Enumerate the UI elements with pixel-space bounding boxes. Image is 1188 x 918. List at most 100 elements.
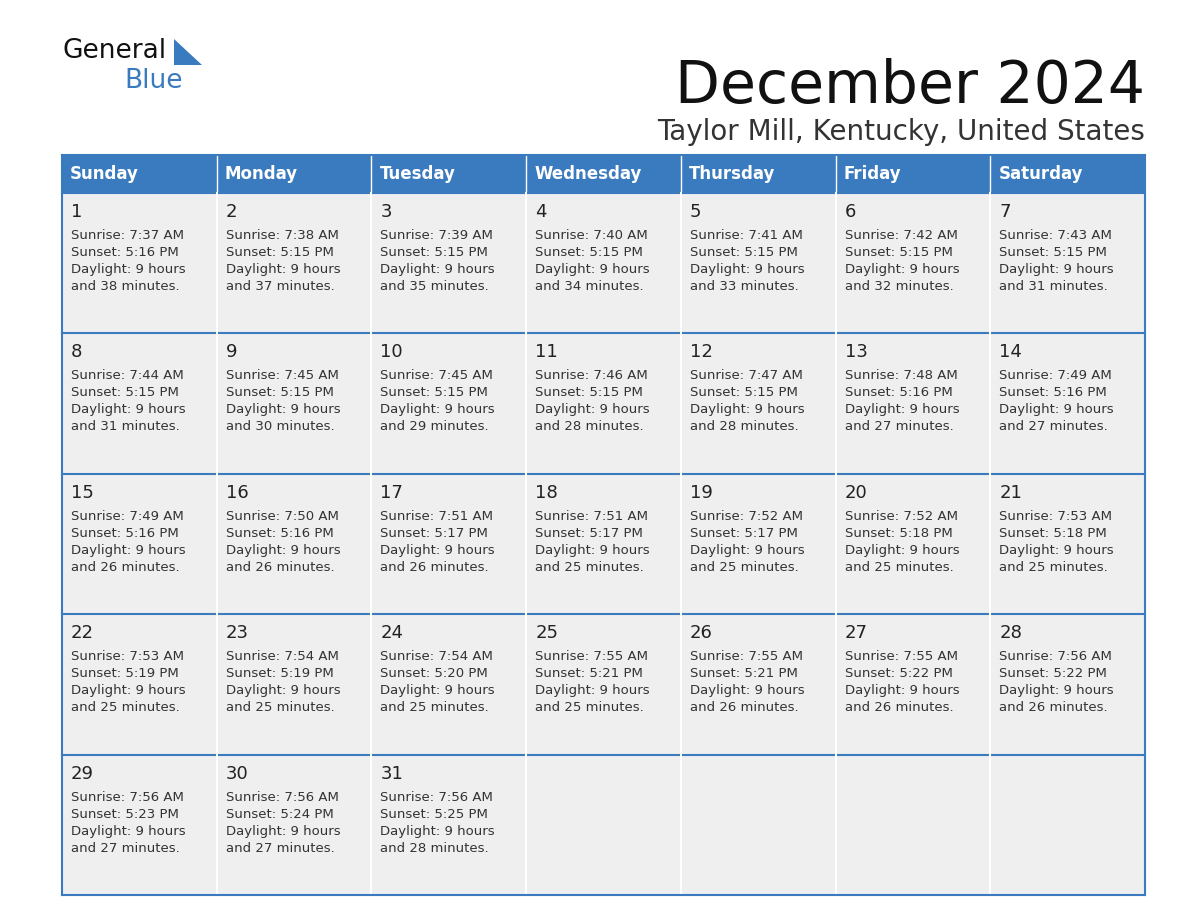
- Text: 22: 22: [71, 624, 94, 643]
- Text: 16: 16: [226, 484, 248, 502]
- Bar: [526, 155, 681, 193]
- Bar: [62, 193, 216, 333]
- Text: Sunset: 5:15 PM: Sunset: 5:15 PM: [380, 386, 488, 399]
- Bar: [372, 474, 526, 614]
- Text: Sunset: 5:24 PM: Sunset: 5:24 PM: [226, 808, 334, 821]
- Text: Sunrise: 7:52 AM: Sunrise: 7:52 AM: [690, 509, 803, 522]
- Text: Daylight: 9 hours: Daylight: 9 hours: [690, 684, 804, 697]
- Text: Blue: Blue: [124, 68, 183, 94]
- Text: and 26 minutes.: and 26 minutes.: [380, 561, 489, 574]
- Text: Daylight: 9 hours: Daylight: 9 hours: [845, 684, 959, 697]
- Text: Friday: Friday: [843, 165, 902, 183]
- Text: Daylight: 9 hours: Daylight: 9 hours: [226, 263, 340, 276]
- Bar: [62, 614, 216, 755]
- Text: 6: 6: [845, 203, 855, 221]
- Text: Sunset: 5:15 PM: Sunset: 5:15 PM: [226, 246, 334, 259]
- Bar: [835, 755, 991, 895]
- Text: Sunset: 5:16 PM: Sunset: 5:16 PM: [226, 527, 334, 540]
- Text: 21: 21: [999, 484, 1022, 502]
- Text: Daylight: 9 hours: Daylight: 9 hours: [690, 263, 804, 276]
- Bar: [372, 333, 526, 474]
- Bar: [681, 755, 835, 895]
- Bar: [62, 474, 216, 614]
- Text: Daylight: 9 hours: Daylight: 9 hours: [71, 543, 185, 557]
- Text: and 32 minutes.: and 32 minutes.: [845, 280, 953, 293]
- Text: 26: 26: [690, 624, 713, 643]
- Text: Sunset: 5:15 PM: Sunset: 5:15 PM: [690, 386, 797, 399]
- Bar: [216, 755, 372, 895]
- Bar: [216, 333, 372, 474]
- Text: Daylight: 9 hours: Daylight: 9 hours: [380, 684, 495, 697]
- Text: Sunset: 5:21 PM: Sunset: 5:21 PM: [690, 667, 797, 680]
- Bar: [526, 614, 681, 755]
- Text: Sunday: Sunday: [70, 165, 139, 183]
- Text: 31: 31: [380, 765, 403, 783]
- Text: 1: 1: [71, 203, 82, 221]
- Text: Sunset: 5:20 PM: Sunset: 5:20 PM: [380, 667, 488, 680]
- Bar: [372, 193, 526, 333]
- Bar: [681, 614, 835, 755]
- Text: Sunset: 5:15 PM: Sunset: 5:15 PM: [71, 386, 179, 399]
- Text: General: General: [62, 38, 166, 64]
- Text: 30: 30: [226, 765, 248, 783]
- Bar: [526, 193, 681, 333]
- Text: Sunrise: 7:49 AM: Sunrise: 7:49 AM: [71, 509, 184, 522]
- Text: Daylight: 9 hours: Daylight: 9 hours: [380, 543, 495, 557]
- Text: Daylight: 9 hours: Daylight: 9 hours: [380, 263, 495, 276]
- Text: 17: 17: [380, 484, 403, 502]
- Text: Sunrise: 7:55 AM: Sunrise: 7:55 AM: [690, 650, 803, 663]
- Text: Sunrise: 7:56 AM: Sunrise: 7:56 AM: [380, 790, 493, 803]
- Text: Sunset: 5:16 PM: Sunset: 5:16 PM: [999, 386, 1107, 399]
- Text: Tuesday: Tuesday: [379, 165, 455, 183]
- Text: Sunrise: 7:56 AM: Sunrise: 7:56 AM: [999, 650, 1112, 663]
- Text: Sunset: 5:17 PM: Sunset: 5:17 PM: [535, 527, 643, 540]
- Text: and 25 minutes.: and 25 minutes.: [535, 701, 644, 714]
- Text: Daylight: 9 hours: Daylight: 9 hours: [71, 684, 185, 697]
- Text: and 26 minutes.: and 26 minutes.: [226, 561, 334, 574]
- Text: Sunrise: 7:51 AM: Sunrise: 7:51 AM: [380, 509, 493, 522]
- Text: Daylight: 9 hours: Daylight: 9 hours: [690, 543, 804, 557]
- Bar: [991, 755, 1145, 895]
- Text: 10: 10: [380, 343, 403, 362]
- Text: Daylight: 9 hours: Daylight: 9 hours: [690, 403, 804, 417]
- Text: 20: 20: [845, 484, 867, 502]
- Text: Sunset: 5:22 PM: Sunset: 5:22 PM: [845, 667, 953, 680]
- Text: Sunrise: 7:50 AM: Sunrise: 7:50 AM: [226, 509, 339, 522]
- Bar: [835, 193, 991, 333]
- Text: Sunrise: 7:44 AM: Sunrise: 7:44 AM: [71, 369, 184, 383]
- Text: Daylight: 9 hours: Daylight: 9 hours: [380, 403, 495, 417]
- Text: Sunset: 5:15 PM: Sunset: 5:15 PM: [999, 246, 1107, 259]
- Text: 9: 9: [226, 343, 238, 362]
- Text: Daylight: 9 hours: Daylight: 9 hours: [999, 684, 1114, 697]
- Text: 25: 25: [535, 624, 558, 643]
- Bar: [216, 155, 372, 193]
- Text: Sunset: 5:15 PM: Sunset: 5:15 PM: [535, 386, 643, 399]
- Text: Sunset: 5:15 PM: Sunset: 5:15 PM: [845, 246, 953, 259]
- Text: Daylight: 9 hours: Daylight: 9 hours: [535, 543, 650, 557]
- Text: Sunrise: 7:38 AM: Sunrise: 7:38 AM: [226, 229, 339, 242]
- Text: Wednesday: Wednesday: [535, 165, 642, 183]
- Text: Daylight: 9 hours: Daylight: 9 hours: [535, 684, 650, 697]
- Bar: [372, 155, 526, 193]
- Text: Daylight: 9 hours: Daylight: 9 hours: [535, 403, 650, 417]
- Bar: [216, 614, 372, 755]
- Text: Sunrise: 7:42 AM: Sunrise: 7:42 AM: [845, 229, 958, 242]
- Bar: [62, 155, 216, 193]
- Text: Thursday: Thursday: [689, 165, 776, 183]
- Text: 28: 28: [999, 624, 1022, 643]
- Text: and 26 minutes.: and 26 minutes.: [845, 701, 953, 714]
- Text: Sunset: 5:17 PM: Sunset: 5:17 PM: [690, 527, 797, 540]
- Text: Sunrise: 7:51 AM: Sunrise: 7:51 AM: [535, 509, 649, 522]
- Text: and 37 minutes.: and 37 minutes.: [226, 280, 335, 293]
- Text: Sunrise: 7:43 AM: Sunrise: 7:43 AM: [999, 229, 1112, 242]
- Text: 27: 27: [845, 624, 867, 643]
- Text: December 2024: December 2024: [675, 58, 1145, 115]
- Text: and 25 minutes.: and 25 minutes.: [380, 701, 489, 714]
- Text: Daylight: 9 hours: Daylight: 9 hours: [845, 403, 959, 417]
- Text: Sunset: 5:17 PM: Sunset: 5:17 PM: [380, 527, 488, 540]
- Text: 18: 18: [535, 484, 558, 502]
- Text: Sunset: 5:16 PM: Sunset: 5:16 PM: [71, 246, 178, 259]
- Text: and 35 minutes.: and 35 minutes.: [380, 280, 489, 293]
- Text: and 28 minutes.: and 28 minutes.: [535, 420, 644, 433]
- Text: Sunset: 5:25 PM: Sunset: 5:25 PM: [380, 808, 488, 821]
